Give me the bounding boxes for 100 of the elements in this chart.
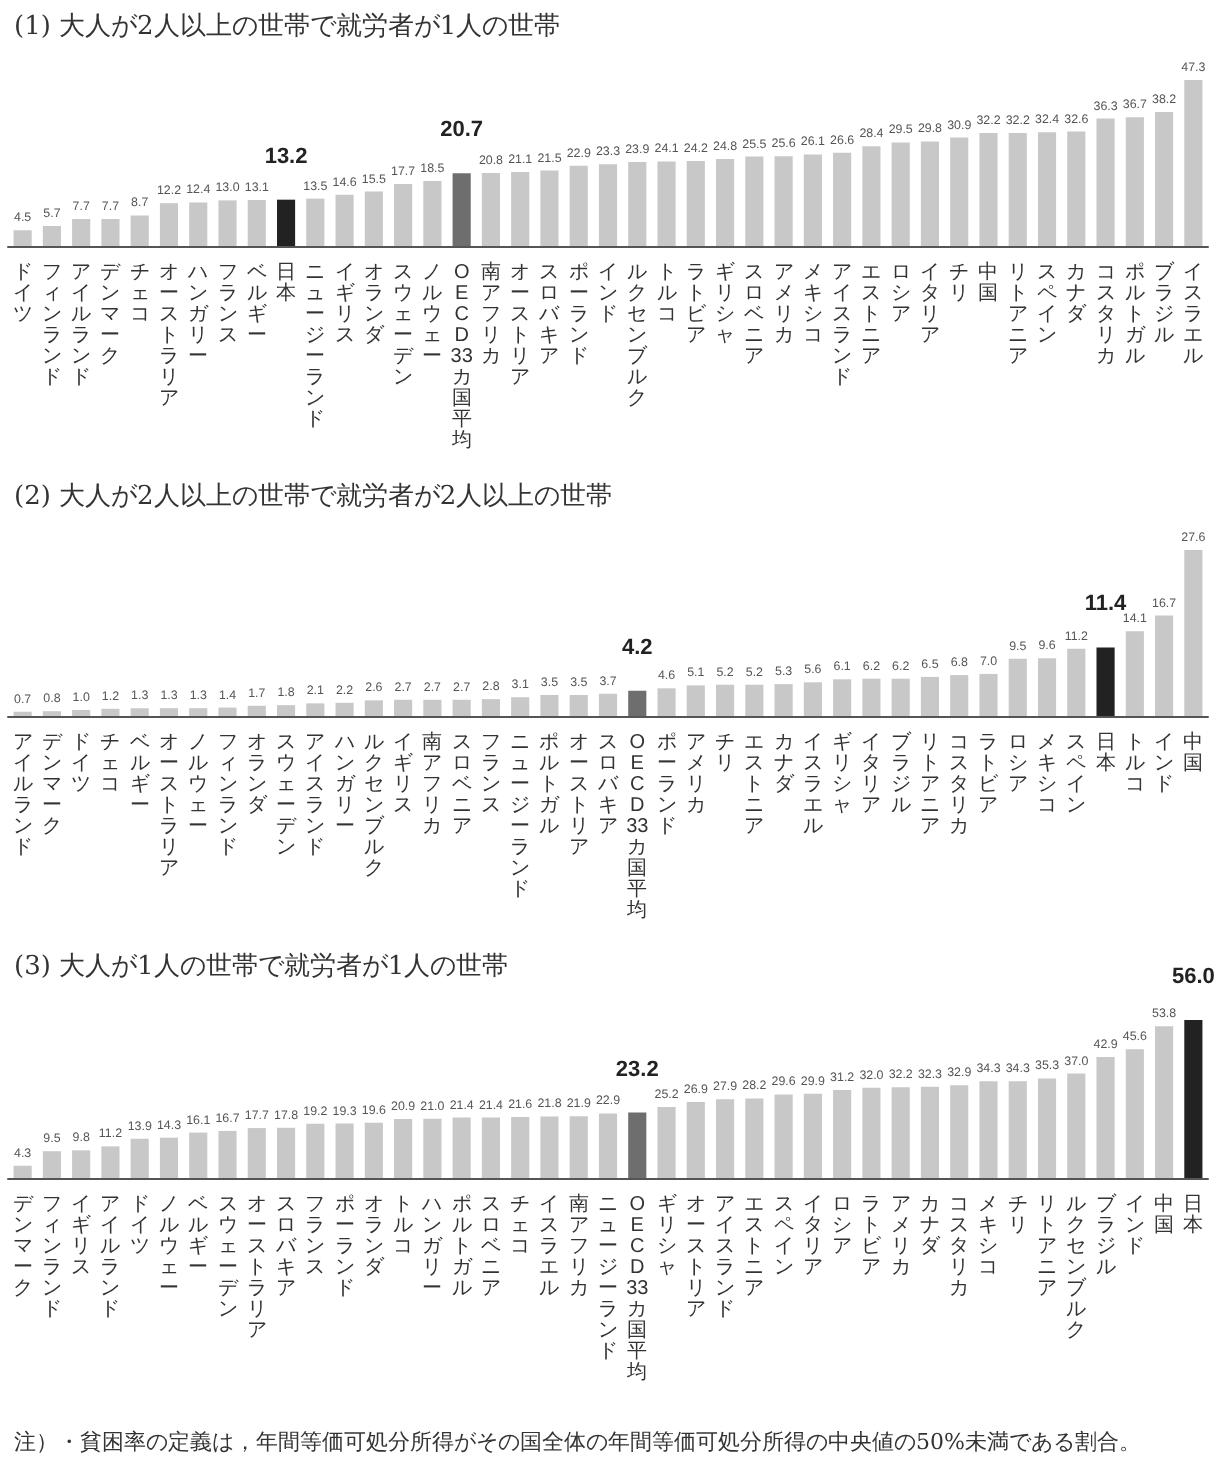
x-tick-label: 日本 xyxy=(1183,1193,1204,1237)
bar xyxy=(1037,132,1057,246)
bar xyxy=(920,141,940,246)
x-tick-label: イギリス xyxy=(393,731,414,817)
x-tick-label: ブラジル xyxy=(890,729,913,817)
bar xyxy=(540,1116,559,1178)
x-tick-label: コスタリカ xyxy=(949,1193,970,1300)
x-tick-label: アイルランド xyxy=(100,1193,121,1321)
x-tick-label: チリ xyxy=(949,261,970,305)
bar xyxy=(803,1093,822,1178)
data-label: 56.0 xyxy=(1171,965,1215,989)
bar xyxy=(13,1165,32,1178)
x-tick-label: ドイツ xyxy=(71,731,92,796)
x-tick-label: 南アフリカ xyxy=(422,729,443,838)
bar xyxy=(1125,631,1144,716)
x-tick-label: ラトビア xyxy=(978,731,1001,817)
bar xyxy=(452,699,471,716)
bar xyxy=(394,1119,413,1178)
x-tick-label: チリ xyxy=(715,731,736,775)
bar xyxy=(686,161,705,246)
x-tick-label: ハンガリー xyxy=(420,1193,445,1300)
x-tick-label: オーストリア xyxy=(510,261,531,389)
x-tick-label: ルクセンブルク xyxy=(627,261,650,410)
x-tick-label: 日本 xyxy=(1095,731,1116,775)
bar xyxy=(686,1102,705,1178)
bar xyxy=(950,1085,969,1178)
x-tick-label: アメリカ xyxy=(890,1193,911,1279)
bar xyxy=(423,699,442,716)
x-tick-label: ハンガリー xyxy=(186,261,211,368)
bar xyxy=(1008,1081,1027,1178)
x-tick-label: ポーランド xyxy=(334,1193,355,1300)
bar xyxy=(394,183,413,246)
x-tick-label: トルコ xyxy=(393,1193,414,1258)
x-tick-label: インド xyxy=(598,261,618,326)
bar xyxy=(803,154,822,246)
bar xyxy=(716,1099,735,1178)
x-tick-label: ドイツ xyxy=(129,1193,150,1258)
bar xyxy=(335,1123,354,1178)
bar xyxy=(657,161,676,246)
bar xyxy=(247,200,266,246)
x-tick-label: フィンランド xyxy=(41,261,62,389)
bar xyxy=(452,173,471,246)
x-tick-label: コスタリカ xyxy=(1095,261,1116,368)
x-tick-label: ギリシャ xyxy=(715,259,736,347)
x-tick-label: エストニア xyxy=(744,1193,765,1300)
data-label: 20.7 xyxy=(440,118,484,143)
bar xyxy=(218,1130,237,1178)
x-tick-label: デンマーク xyxy=(41,731,64,838)
bar xyxy=(130,708,149,716)
category-label: OECD33カ国平均 xyxy=(626,731,649,922)
chart-title: (1) 大人が2人以上の世帯で就労者が1人の世帯 xyxy=(14,12,561,42)
bar xyxy=(1037,658,1057,716)
bar xyxy=(247,705,266,716)
x-tick-label: アイスランド xyxy=(715,1193,736,1321)
x-tick-label: オーストリア xyxy=(568,731,589,859)
bar xyxy=(979,1081,998,1178)
bar xyxy=(657,688,676,716)
x-tick-label: コスタリカ xyxy=(949,731,970,838)
x-tick-label: スロベニア xyxy=(744,261,765,368)
x-tick-label: アイスランド xyxy=(305,731,326,859)
x-tick-label: アイルランド xyxy=(71,261,92,389)
bar xyxy=(511,1117,530,1178)
bar xyxy=(774,684,793,716)
x-tick-label: ラトビア xyxy=(861,1193,884,1279)
x-tick-label: ブラジル xyxy=(1154,259,1177,347)
x-tick-label: インド xyxy=(1124,1193,1145,1258)
x-tick-label: 南アフリカ xyxy=(480,259,501,368)
bar xyxy=(1067,1073,1086,1178)
x-tick-label: イギリス xyxy=(71,1193,92,1279)
x-tick-label: ロシア xyxy=(890,261,911,326)
bar xyxy=(72,218,91,246)
x-tick-label: スロベニア xyxy=(480,1193,501,1300)
x-tick-label: オランダ xyxy=(363,1193,386,1279)
x-tick-label: 南アフリカ xyxy=(568,1191,589,1300)
bar xyxy=(481,699,500,716)
bar xyxy=(833,1089,852,1178)
x-tick-label: チェコ xyxy=(129,261,150,326)
bar xyxy=(569,165,588,246)
x-tick-label: カナダ xyxy=(1066,261,1089,326)
bar xyxy=(540,694,559,716)
x-tick-label: フランス xyxy=(217,261,238,347)
x-tick-label: 中国 xyxy=(1154,1191,1175,1237)
x-tick-label: 中国 xyxy=(1183,729,1204,775)
bar xyxy=(598,693,618,716)
bar xyxy=(657,1106,676,1178)
bar xyxy=(598,164,618,246)
bar xyxy=(774,156,793,246)
x-tick-label: ラトビア xyxy=(685,261,708,347)
x-tick-label: メキシコ xyxy=(978,1193,999,1279)
bar xyxy=(13,230,32,246)
chart-title: (2) 大人が2人以上の世帯で就労者が2人以上の世帯 xyxy=(14,482,613,512)
bar xyxy=(306,1123,325,1178)
bar xyxy=(423,181,442,246)
x-tick-label: ロシア xyxy=(832,1193,853,1258)
x-tick-label: イタリア xyxy=(861,731,882,817)
bar xyxy=(1037,1078,1057,1178)
bar xyxy=(42,1151,61,1178)
bar xyxy=(920,676,940,716)
x-tick-label: メキシコ xyxy=(802,261,823,347)
bar xyxy=(1155,1026,1174,1178)
